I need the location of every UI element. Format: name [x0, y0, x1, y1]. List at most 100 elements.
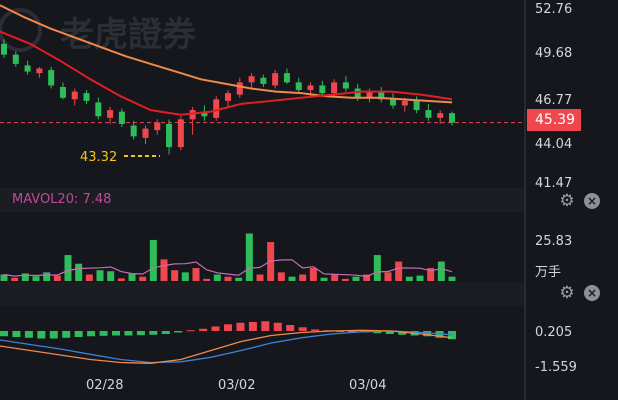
volume-bar: [405, 276, 413, 281]
price-panel: [0, 4, 525, 155]
candle-body: [24, 65, 31, 72]
macd-histogram-bar: [248, 322, 257, 331]
volume-bar: [288, 276, 296, 281]
candle-body: [449, 113, 455, 123]
macd-close-button[interactable]: ×: [584, 285, 600, 301]
volume-bar: [395, 261, 403, 281]
last-price-tag: 45.39: [527, 109, 582, 131]
volume-bar: [128, 273, 136, 281]
price-axis-tick: 52.76: [535, 2, 572, 17]
macd-histogram-bar: [37, 331, 46, 339]
candle-body: [248, 76, 255, 83]
macd-histogram-bar: [99, 331, 108, 336]
candle-body: [166, 123, 173, 148]
macd-axis-tick: 0.205: [535, 325, 572, 340]
gear-icon: ⚙: [559, 191, 575, 211]
volume-settings-button[interactable]: ⚙: [559, 191, 575, 211]
candle-body: [236, 82, 243, 95]
candle-body: [331, 82, 338, 94]
macd-histogram-bar: [186, 330, 195, 332]
volume-bar: [309, 268, 317, 281]
candle-body: [413, 100, 420, 111]
candle-body: [378, 91, 385, 100]
volume-bar: [64, 255, 72, 281]
volume-bar: [384, 272, 392, 281]
volume-bar: [224, 276, 232, 281]
watermark: 老虎證券: [60, 15, 197, 55]
macd-histogram-bar: [211, 326, 220, 331]
candle-body: [201, 111, 208, 117]
macd-histogram-bar: [348, 331, 357, 332]
volume-bar: [192, 268, 200, 281]
candle-body: [213, 99, 220, 118]
price-axis-tick: 46.77: [535, 93, 572, 108]
volume-bar: [277, 272, 285, 281]
macd-histogram-bar: [161, 331, 170, 334]
volume-bar: [213, 274, 221, 281]
candle-body: [83, 93, 90, 101]
volume-bar: [256, 274, 264, 281]
candle-body: [59, 86, 66, 98]
macd-histogram-bar: [261, 321, 270, 331]
candle-body: [1, 43, 7, 55]
volume-bar: [160, 259, 168, 281]
volume-bar: [149, 239, 157, 281]
macd-histogram-bar: [298, 327, 307, 331]
mavol-line: [3, 259, 453, 278]
candle-body: [12, 54, 19, 64]
macd-histogram-bar: [74, 331, 83, 337]
volume-bar: [21, 273, 29, 281]
ma-line-orange: [0, 4, 453, 104]
volume-bar: [181, 272, 189, 281]
volume-bar: [352, 276, 360, 281]
macd-histogram-bar: [423, 331, 432, 337]
macd-histogram-bar: [448, 331, 456, 340]
candle-body: [390, 99, 397, 106]
volume-bar: [437, 261, 445, 281]
macd-histogram-bar: [0, 331, 8, 337]
candle-body: [48, 70, 55, 86]
volume-bar: [448, 276, 456, 281]
volume-bar: [96, 270, 104, 281]
candle-body: [142, 128, 149, 138]
volume-unit-label: 万手: [535, 265, 561, 280]
candle-body: [107, 110, 114, 118]
candle-body: [225, 93, 231, 101]
volume-bar: [341, 278, 349, 281]
candle-body: [425, 110, 432, 118]
macd-histogram-bar: [112, 331, 120, 336]
volume-bar: [245, 233, 253, 281]
macd-histogram-bar: [273, 322, 282, 331]
volume-bar: [203, 278, 211, 281]
candle-body: [319, 85, 326, 94]
candle-body: [283, 73, 290, 83]
volume-bar: [43, 272, 51, 281]
volume-bar: [299, 274, 307, 281]
macd-histogram-bar: [62, 331, 71, 338]
x-axis-tick: 03/04: [349, 378, 386, 393]
price-axis-tick: 41.47: [535, 176, 572, 191]
volume-bar: [11, 277, 19, 281]
volume-close-button[interactable]: ×: [584, 193, 600, 209]
price-axis-tick: 44.04: [535, 137, 572, 152]
volume-bar: [427, 268, 435, 281]
candle-body: [118, 111, 125, 124]
volume-bar: [139, 276, 147, 281]
macd-settings-button[interactable]: ⚙: [559, 285, 575, 302]
candle-body: [189, 110, 196, 120]
macd-axis-tick: -1.559: [535, 360, 577, 375]
volume-axis-tick: 25.83: [535, 234, 572, 249]
candle-body: [177, 119, 184, 148]
candle-body: [36, 68, 43, 74]
volume-bar: [171, 270, 179, 281]
volume-bar: [32, 276, 40, 281]
macd-histogram-bar: [311, 329, 320, 331]
macd-panel: [0, 321, 456, 364]
axis-bottom-bar: [0, 372, 525, 400]
candle-body: [307, 85, 314, 91]
macd-histogram-bar: [286, 325, 295, 331]
macd-histogram-bar: [236, 322, 245, 331]
price-axis-tick: 49.68: [535, 46, 572, 61]
watermark-logo: [0, 8, 42, 52]
mavol-indicator-label: MAVOL20: 7.48: [12, 192, 112, 207]
